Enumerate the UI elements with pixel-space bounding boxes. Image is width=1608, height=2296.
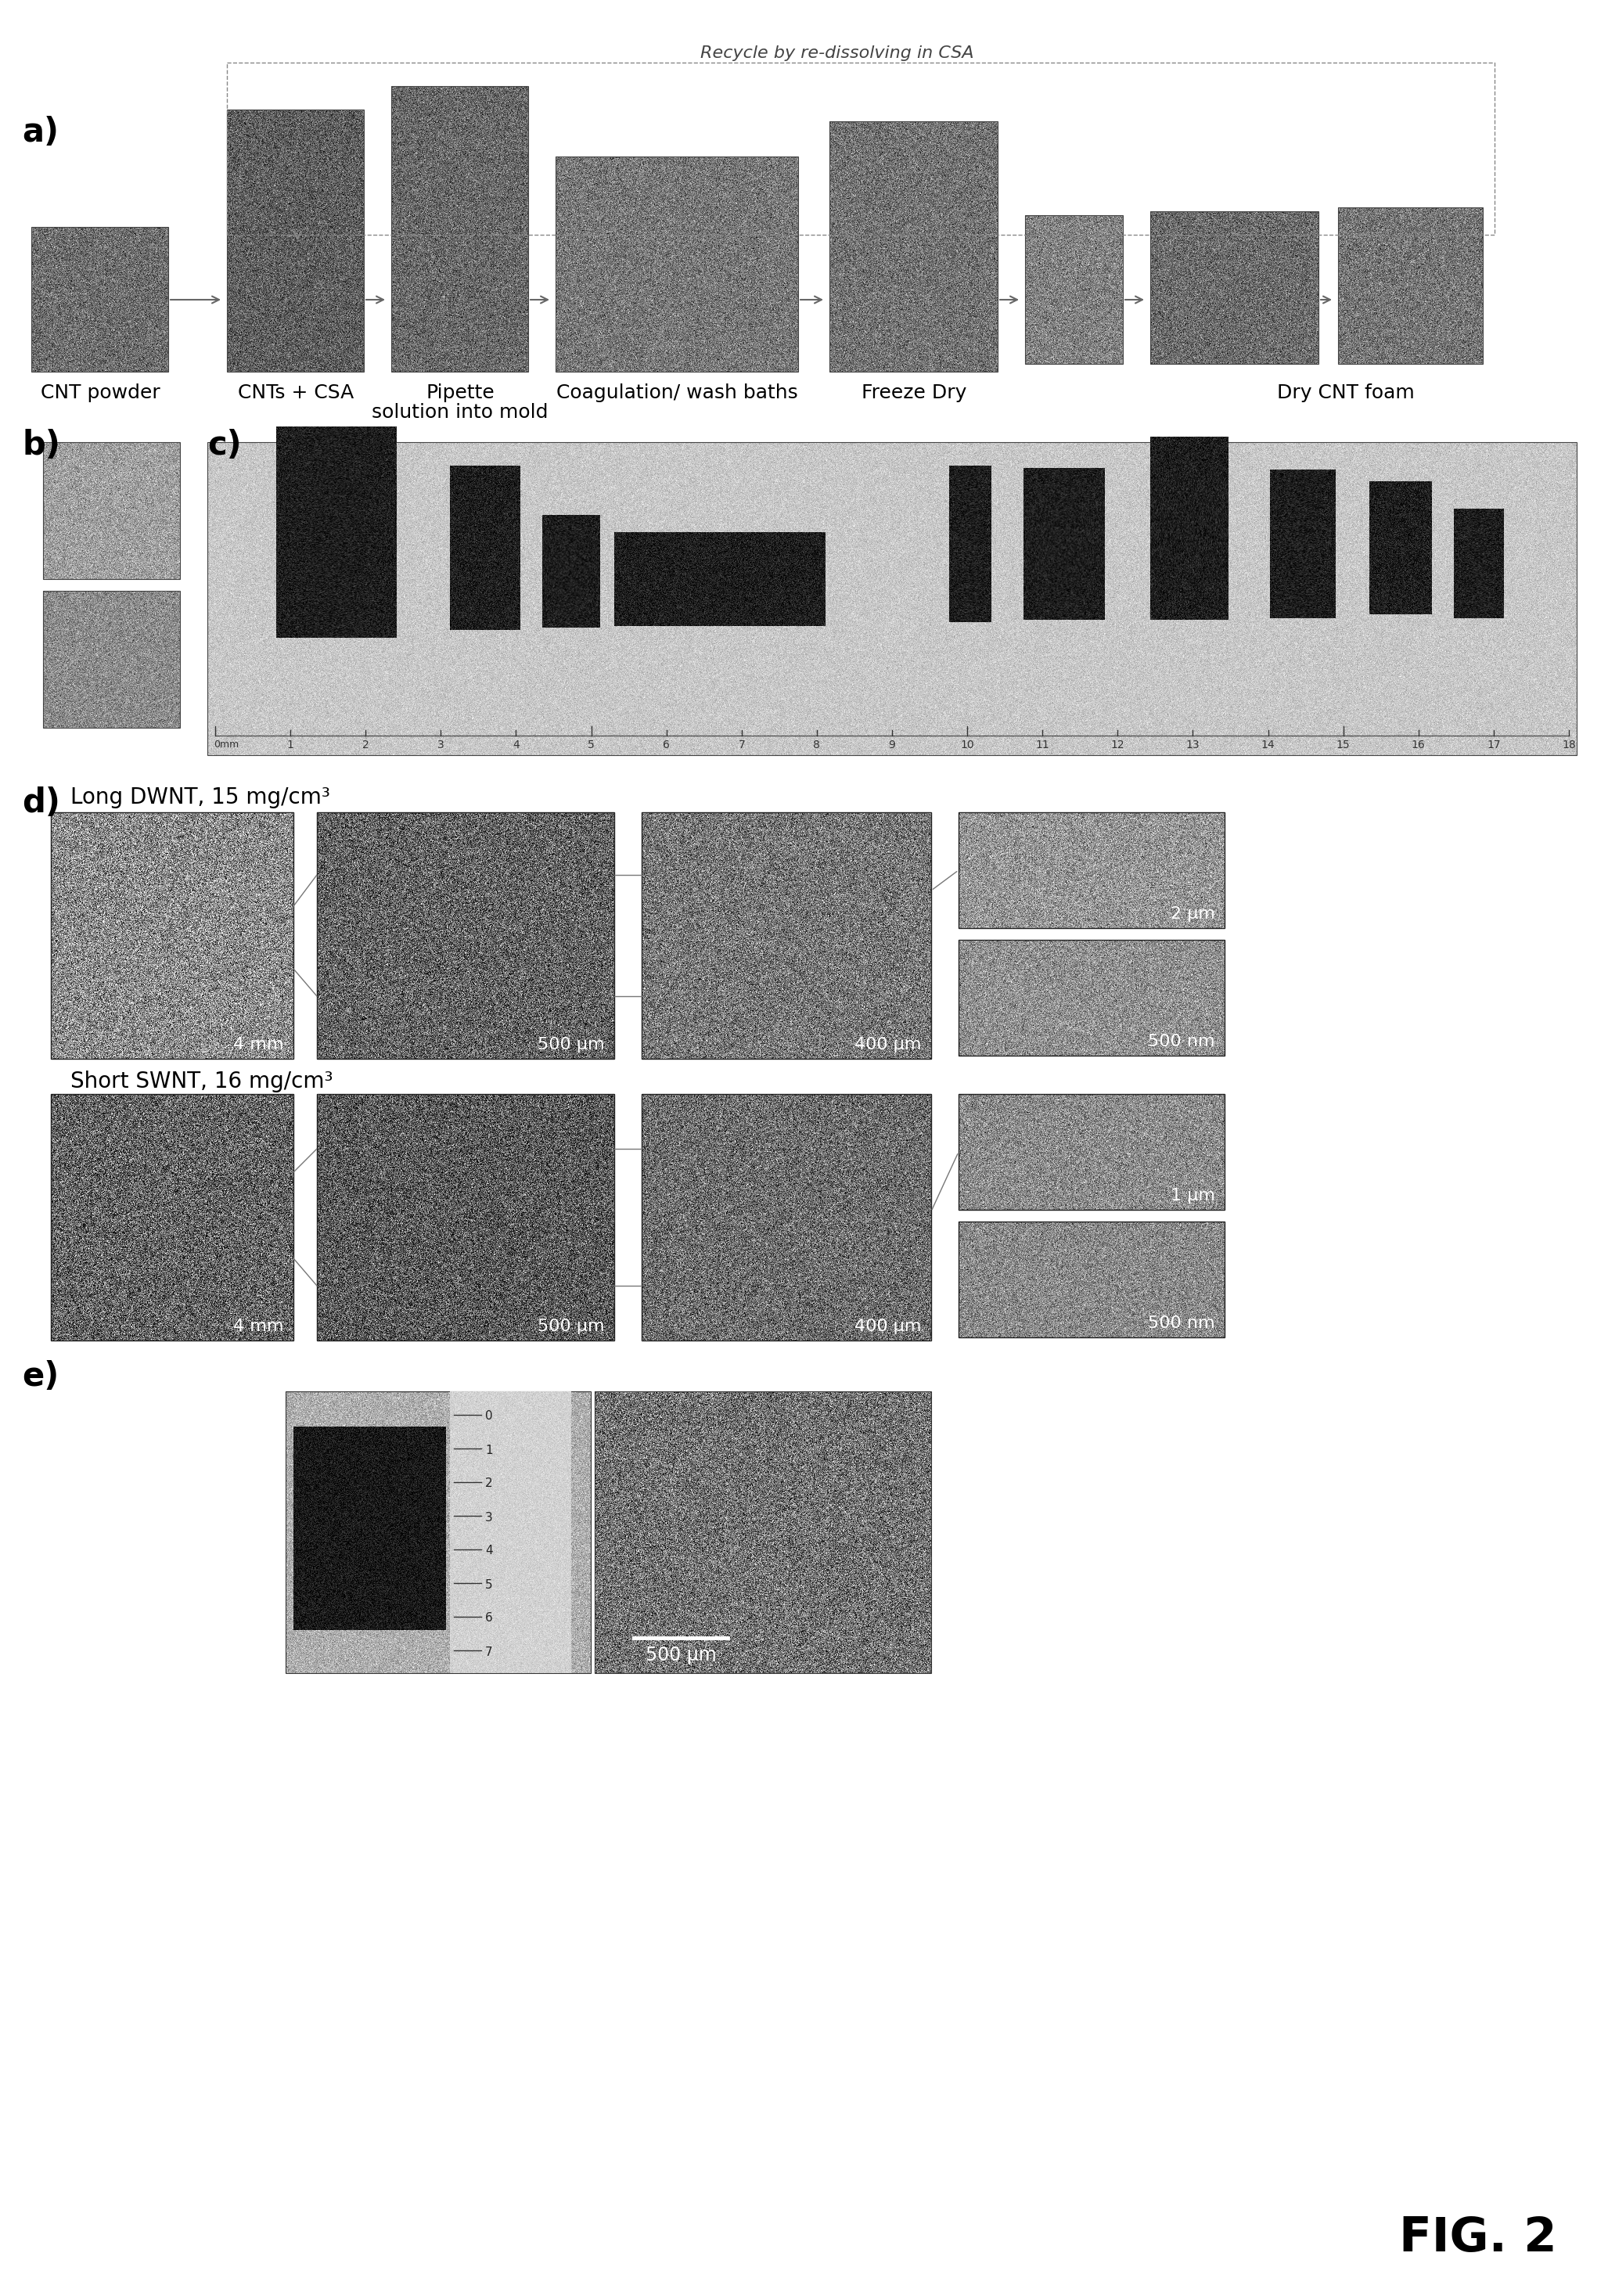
Text: 2: 2: [486, 1479, 492, 1490]
Text: Coagulation/ wash baths: Coagulation/ wash baths: [556, 383, 798, 402]
Text: 1: 1: [286, 739, 294, 751]
Text: 5: 5: [486, 1580, 492, 1591]
Text: 6: 6: [486, 1612, 492, 1623]
Text: 500 μm: 500 μm: [537, 1318, 605, 1334]
Text: 15: 15: [1336, 739, 1351, 751]
Text: 7: 7: [738, 739, 745, 751]
Text: a): a): [23, 115, 58, 149]
Text: 500 μm: 500 μm: [537, 1038, 605, 1052]
Text: CNT powder: CNT powder: [40, 383, 159, 402]
Text: 2 μm: 2 μm: [1171, 907, 1216, 921]
Text: 500 μm: 500 μm: [645, 1646, 716, 1665]
Bar: [958, 813, 1225, 928]
Text: d): d): [23, 788, 59, 820]
Bar: [1024, 216, 1122, 363]
Bar: [958, 1093, 1225, 1210]
Bar: [642, 1093, 931, 1341]
Bar: [227, 110, 363, 372]
Text: c): c): [207, 429, 241, 461]
Bar: [958, 939, 1225, 1056]
Text: Recycle by re-dissolving in CSA: Recycle by re-dissolving in CSA: [701, 46, 974, 62]
Text: 8: 8: [814, 739, 820, 751]
Text: 14: 14: [1261, 739, 1275, 751]
Text: Dry CNT foam: Dry CNT foam: [1277, 383, 1415, 402]
Text: Freeze Dry: Freeze Dry: [862, 383, 966, 402]
Text: Long DWNT, 15 mg/cm³: Long DWNT, 15 mg/cm³: [71, 788, 330, 808]
Bar: [317, 1093, 614, 1341]
Text: 10: 10: [960, 739, 974, 751]
Bar: [31, 227, 169, 372]
Text: 500 nm: 500 nm: [1148, 1316, 1216, 1332]
Text: 7: 7: [486, 1646, 492, 1658]
Text: 3: 3: [437, 739, 444, 751]
Bar: [207, 443, 1577, 755]
Text: 0: 0: [486, 1410, 492, 1421]
Bar: [1338, 207, 1483, 363]
Text: FIG. 2: FIG. 2: [1399, 2216, 1557, 2262]
Bar: [958, 1221, 1225, 1336]
Bar: [830, 122, 997, 372]
Text: 4 mm: 4 mm: [233, 1038, 285, 1052]
Text: 3: 3: [486, 1511, 492, 1522]
Text: 13: 13: [1187, 739, 1200, 751]
Bar: [43, 443, 180, 579]
Text: 2: 2: [362, 739, 368, 751]
Text: 0: 0: [458, 1401, 465, 1412]
Text: 1 μm: 1 μm: [1171, 1187, 1216, 1203]
Text: 17: 17: [1487, 739, 1500, 751]
Text: 0mm: 0mm: [214, 739, 240, 751]
Text: 4: 4: [486, 1545, 492, 1557]
Bar: [51, 813, 293, 1058]
Text: 4: 4: [513, 739, 519, 751]
Text: Pipette: Pipette: [426, 383, 494, 402]
Text: CNTs + CSA: CNTs + CSA: [238, 383, 354, 402]
Bar: [286, 1391, 590, 1674]
Text: b): b): [23, 429, 59, 461]
Text: 9: 9: [889, 739, 896, 751]
Bar: [227, 62, 1494, 234]
Bar: [595, 1391, 931, 1674]
Bar: [555, 156, 798, 372]
Text: Short SWNT, 16 mg/cm³: Short SWNT, 16 mg/cm³: [71, 1070, 333, 1093]
Text: e): e): [23, 1359, 59, 1394]
Text: 11: 11: [1036, 739, 1050, 751]
Text: 400 μm: 400 μm: [855, 1038, 921, 1052]
Text: 1: 1: [486, 1444, 492, 1456]
Text: 4 mm: 4 mm: [233, 1318, 285, 1334]
Text: 500 nm: 500 nm: [1148, 1033, 1216, 1049]
Text: 16: 16: [1412, 739, 1425, 751]
Bar: [317, 813, 614, 1058]
Text: 5: 5: [589, 739, 595, 751]
Bar: [43, 590, 180, 728]
Bar: [51, 1093, 293, 1341]
Text: 400 μm: 400 μm: [855, 1318, 921, 1334]
Bar: [642, 813, 931, 1058]
Text: mm 1: mm 1: [457, 1405, 484, 1417]
Bar: [1150, 211, 1319, 363]
Text: solution into mold: solution into mold: [371, 404, 548, 422]
Text: 18: 18: [1561, 739, 1576, 751]
Bar: [391, 85, 527, 372]
Text: 12: 12: [1111, 739, 1124, 751]
Text: 6: 6: [662, 739, 671, 751]
